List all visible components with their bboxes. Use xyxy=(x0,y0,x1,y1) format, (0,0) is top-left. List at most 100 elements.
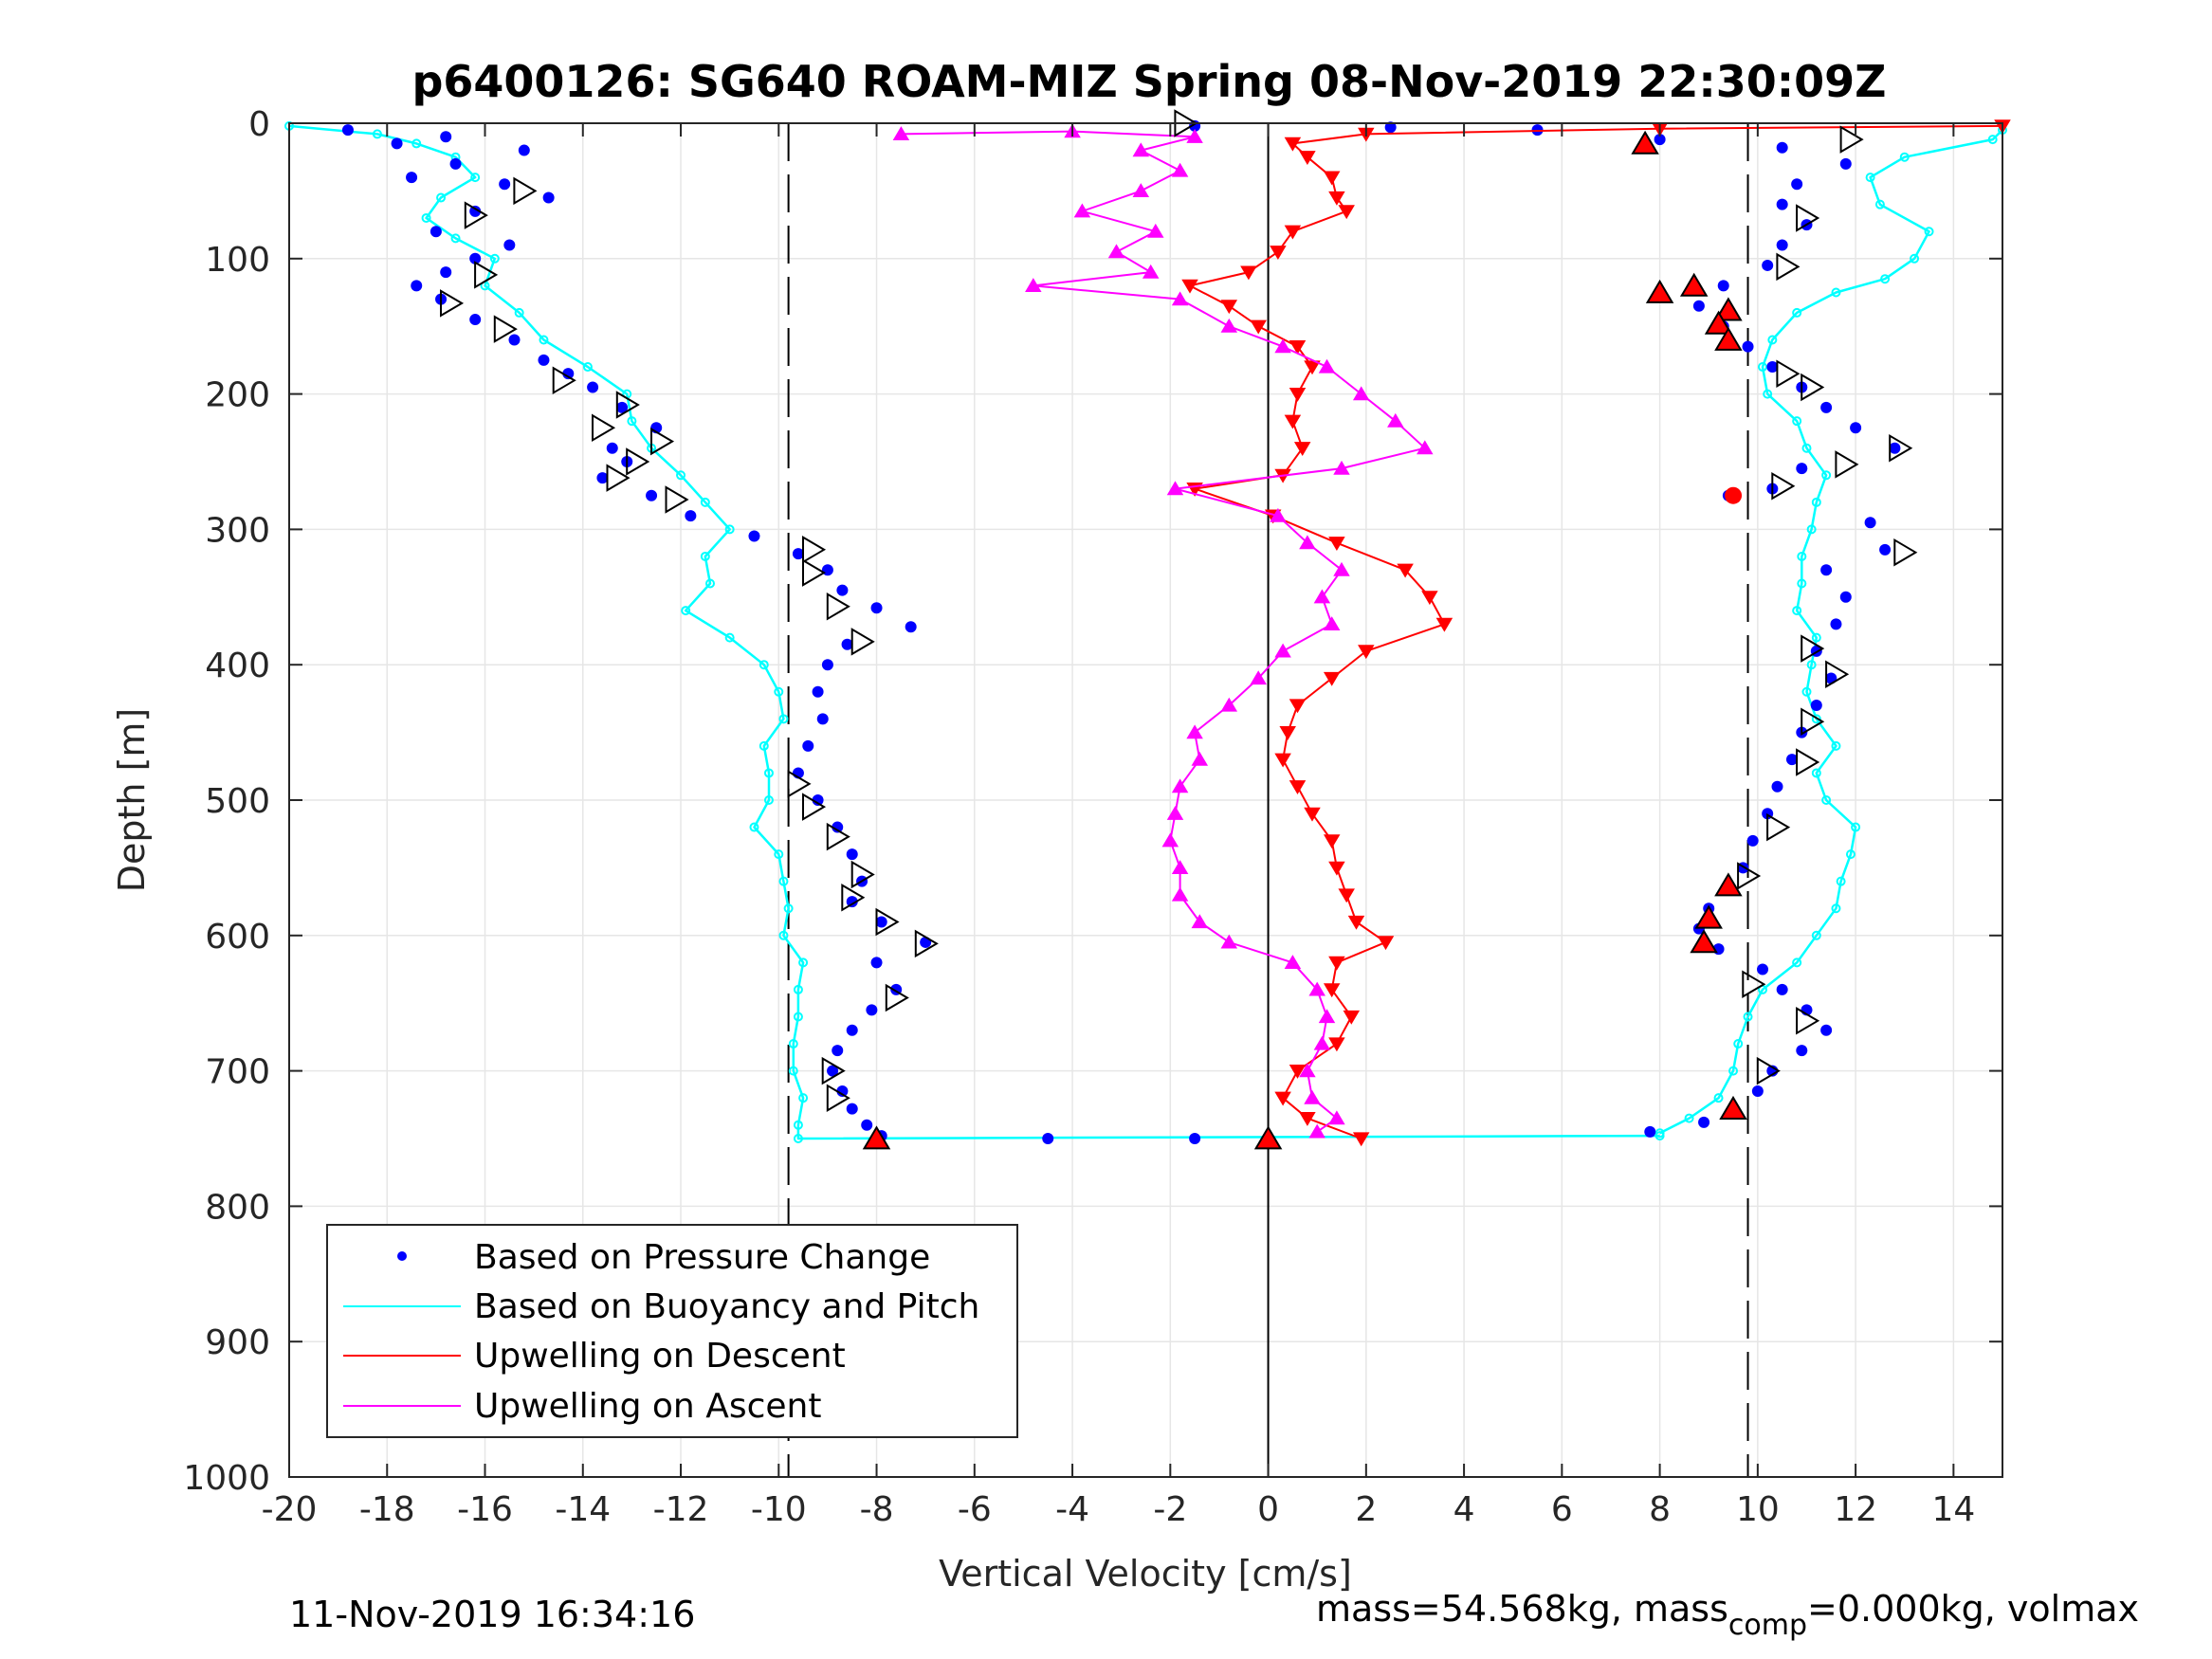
open-triangle-marker xyxy=(1742,970,1766,998)
buoyancy-pitch-point xyxy=(1792,416,1802,427)
buoyancy-pitch-point xyxy=(1797,578,1807,589)
pressure-change-point xyxy=(920,936,932,948)
pressure-change-point xyxy=(469,205,482,217)
footer-mass: mass=54.568kg, masscomp=0.000kg, volmax xyxy=(1316,1588,2139,1642)
buoyancy-pitch-point xyxy=(700,497,710,507)
buoyancy-pitch-point xyxy=(724,524,735,535)
pressure-change-point xyxy=(821,659,833,671)
open-triangle-marker xyxy=(1889,433,1913,463)
upwelling-descent-point xyxy=(1343,1010,1361,1025)
buoyancy-pitch-point xyxy=(1811,930,1821,940)
pressure-change-point xyxy=(469,252,482,264)
pressure-change-point xyxy=(1771,780,1783,793)
upwelling-descent-point xyxy=(1352,1132,1370,1147)
upwelling-ascent-point xyxy=(1171,291,1189,306)
open-triangle-marker xyxy=(802,793,827,821)
pressure-change-point xyxy=(866,1004,878,1016)
upwelling-descent-point xyxy=(1304,807,1321,822)
buoyancy-pitch-dive-line xyxy=(288,124,1660,1140)
pressure-change-point xyxy=(1879,543,1892,556)
open-triangle-marker xyxy=(1796,1007,1820,1035)
upwelling-ascent-point xyxy=(1333,561,1350,576)
open-triangle-marker xyxy=(1766,812,1791,842)
buoyancy-pitch-point xyxy=(539,335,549,345)
open-triangle-marker xyxy=(1893,538,1918,567)
x-tick-label: 0 xyxy=(1257,1490,1279,1529)
buoyancy-pitch-point xyxy=(1924,227,1934,237)
pressure-change-point xyxy=(411,280,423,292)
pressure-change-point xyxy=(802,739,814,752)
upwelling-ascent-point xyxy=(1313,1035,1331,1050)
pressure-change-point xyxy=(748,530,760,542)
upwelling-ascent-point xyxy=(1328,1110,1345,1125)
upwelling-ascent-point xyxy=(1132,183,1150,197)
buoyancy-pitch-climb-line xyxy=(1659,129,2003,1135)
upwelling-ascent-point xyxy=(1142,264,1160,279)
upwelling-descent-point xyxy=(1299,1112,1316,1126)
pressure-change-point xyxy=(836,584,849,596)
pressure-change-point xyxy=(430,226,442,238)
upwelling-descent-point xyxy=(1397,563,1414,578)
pressure-change-point xyxy=(1796,1045,1808,1057)
buoyancy-pitch-point xyxy=(1811,632,1821,643)
legend: Based on Pressure Change Based on Buoyan… xyxy=(326,1224,1018,1438)
filled-triangle-marker xyxy=(1631,130,1659,155)
upwelling-ascent-point xyxy=(1299,535,1316,550)
upwelling-ascent-point xyxy=(1352,386,1370,401)
upwelling-descent-point xyxy=(1289,388,1307,402)
upwelling-descent-point xyxy=(1338,888,1355,903)
series-layer xyxy=(284,119,2011,1147)
upwelling-descent-point xyxy=(1347,915,1365,930)
filled-triangle-marker xyxy=(1690,929,1718,954)
pressure-change-point xyxy=(1776,239,1788,251)
y-tick-label: 1000 xyxy=(183,1459,270,1498)
pressure-change-point xyxy=(1776,198,1788,210)
pressure-change-point xyxy=(1742,340,1754,353)
upwelling-descent-point xyxy=(1240,265,1257,281)
y-tick-label: 200 xyxy=(205,376,270,415)
pressure-change-point xyxy=(812,685,824,698)
pressure-change-point xyxy=(1791,178,1803,191)
upwelling-descent-point xyxy=(1435,617,1453,632)
upwelling-descent-point xyxy=(1338,205,1355,220)
upwelling-ascent-point xyxy=(1270,507,1287,522)
buoyancy-pitch-point xyxy=(1880,274,1891,284)
pressure-change-point xyxy=(870,957,883,969)
buoyancy-pitch-point xyxy=(681,606,691,616)
marker-layer xyxy=(440,109,1918,1150)
x-tick-label: -10 xyxy=(751,1490,807,1529)
pressure-change-point xyxy=(1785,754,1798,766)
upwelling-ascent-point xyxy=(1250,670,1267,685)
upwelling-ascent-point xyxy=(1073,203,1091,218)
pressure-change-point xyxy=(542,191,555,204)
buoyancy-pitch-point xyxy=(778,714,789,724)
footer-mass-rest: =0.000kg, volmax xyxy=(1807,1588,2139,1630)
upwelling-descent-line xyxy=(1189,124,2003,1139)
upwelling-ascent-point xyxy=(1318,358,1336,374)
x-tick-label: -16 xyxy=(457,1490,513,1529)
pressure-change-point xyxy=(1820,564,1833,576)
pressure-change-point xyxy=(587,381,599,393)
chart-title: p6400126: SG640 ROAM-MIZ Spring 08-Nov-2… xyxy=(411,56,1886,107)
upwelling-ascent-point xyxy=(1186,724,1203,739)
buoyancy-pitch-point xyxy=(1743,1012,1753,1022)
open-triangle-marker xyxy=(841,884,866,912)
buoyancy-pitch-point xyxy=(1806,524,1817,535)
open-triangle-marker xyxy=(1776,359,1801,388)
buoyancy-pitch-point xyxy=(793,1120,803,1130)
pressure-change-point xyxy=(1766,361,1779,374)
buoyancy-pitch-point xyxy=(1728,1066,1739,1076)
pressure-change-point xyxy=(508,334,521,346)
open-triangle-marker xyxy=(850,860,875,889)
upwelling-ascent-point xyxy=(1186,129,1203,143)
open-triangle-marker xyxy=(826,1084,850,1112)
buoyancy-pitch-point xyxy=(788,1039,798,1049)
x-axis-label: Vertical Velocity [cm/s] xyxy=(939,1553,1352,1595)
open-triangle-marker xyxy=(592,413,616,443)
upwelling-descent-point xyxy=(1323,171,1341,186)
buoyancy-pitch-point xyxy=(724,632,735,643)
buoyancy-pitch-point xyxy=(1792,606,1802,616)
buoyancy-pitch-point xyxy=(1811,714,1821,724)
upwelling-descent-point xyxy=(1270,246,1287,260)
